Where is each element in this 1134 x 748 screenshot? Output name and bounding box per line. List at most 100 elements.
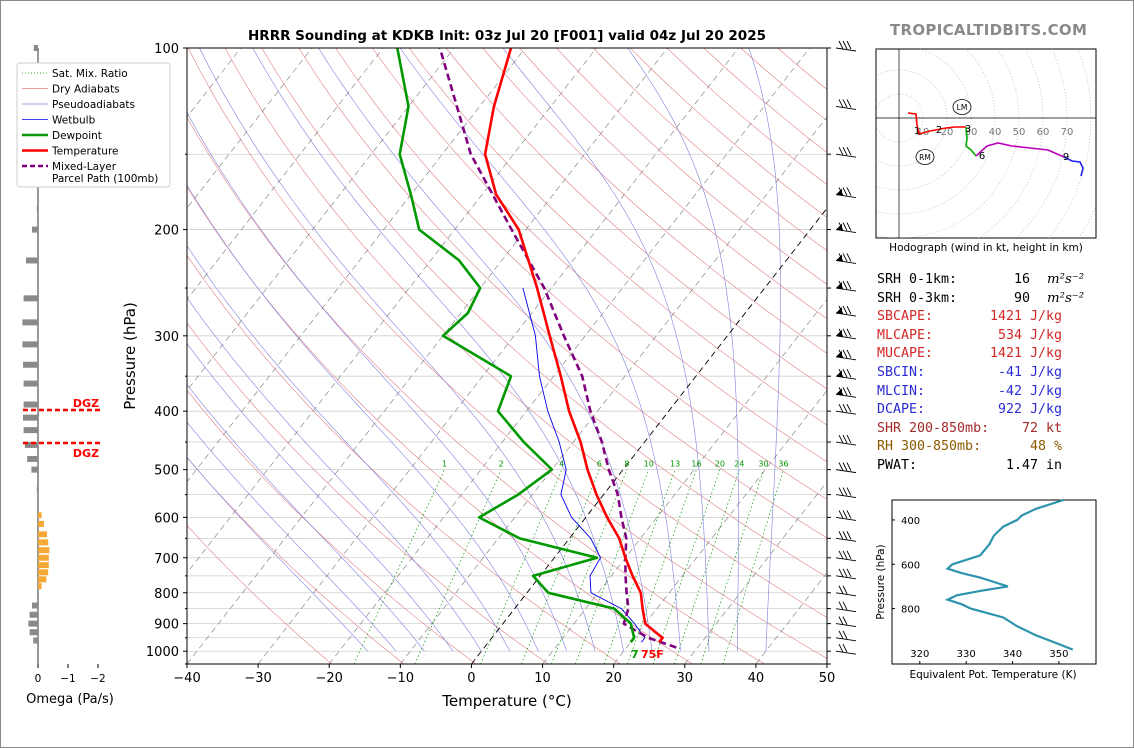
hodograph-trace <box>1063 156 1084 177</box>
omega-bar <box>27 455 38 462</box>
y-tick-label: 400 <box>154 405 179 420</box>
omega-bar <box>29 629 38 636</box>
barb-feather <box>838 99 844 108</box>
dry-adiabat <box>298 48 827 539</box>
mixing-ratio-line <box>652 469 721 664</box>
y-tick-label: 700 <box>154 552 179 567</box>
hodograph-caption: Hodograph (wind in kt, height in km) <box>889 242 1083 254</box>
omega-bar <box>36 486 38 493</box>
barb-feather <box>846 568 852 578</box>
hodograph-ring-label: 50 <box>1013 127 1026 138</box>
x-tick-label: 0 <box>467 671 475 686</box>
index-row: MLCAPE: 534 J/kg <box>877 327 1092 346</box>
wetbulb-line <box>522 287 646 643</box>
index-label: MLCIN: <box>877 383 926 399</box>
index-row: MUCAPE: 1421 J/kg <box>877 345 1092 364</box>
mixing-ratio-line <box>414 469 502 664</box>
barb-feather <box>846 305 852 315</box>
y-tick-label: 800 <box>154 587 179 602</box>
wind-barb <box>835 487 857 499</box>
moist-adiabat <box>187 343 454 652</box>
skewt-axes-box <box>186 47 828 665</box>
mixing-ratio-line <box>574 469 650 664</box>
index-label: SBCAPE: <box>877 309 934 325</box>
barb-feather <box>838 616 844 625</box>
mixing-ratio-line <box>480 469 563 664</box>
wind-barb <box>835 462 857 474</box>
y-tick-label: 100 <box>154 42 179 57</box>
legend: Sat. Mix. Ratio Dry Adiabats Pseudoadiabat… <box>16 62 171 188</box>
index-label: SRH 0-3km: <box>877 290 958 306</box>
barb-feather <box>846 510 852 519</box>
barb-feather <box>838 349 844 358</box>
barb-feather <box>842 222 848 231</box>
barb-feather <box>842 40 848 50</box>
barb-feather <box>838 222 844 231</box>
mixing-ratio-label: 8 <box>624 460 629 469</box>
wind-barb <box>835 222 857 234</box>
barb-shaft <box>835 637 857 642</box>
omega-bar <box>36 206 38 213</box>
barb-feather <box>838 531 844 540</box>
dry-adiabat <box>187 48 827 659</box>
barb-feather <box>838 568 844 578</box>
skewt-background: 1 2 4 6 8 10 13 16 20 24 30 36 <box>187 48 827 664</box>
barb-shaft <box>835 537 857 542</box>
omega-bar <box>38 554 49 561</box>
omega-bar <box>32 226 38 233</box>
index-label: DCAPE: <box>877 402 926 418</box>
barb-shaft <box>835 106 857 110</box>
legend-label: Temperature <box>51 146 119 158</box>
y-tick-label: 300 <box>154 330 179 345</box>
barb-feather <box>838 403 844 413</box>
wind-barb <box>835 616 857 628</box>
index-label: MLCAPE: <box>877 327 934 343</box>
moist-adiabat <box>187 384 425 652</box>
barb-feather <box>846 368 852 378</box>
wind-barb <box>835 434 857 446</box>
moist-adiabat <box>187 297 482 652</box>
omega-bar <box>33 45 38 51</box>
barb-shaft <box>835 410 857 415</box>
isotherm <box>613 390 827 664</box>
barb-shaft <box>835 575 857 580</box>
moist-adiabat <box>187 111 567 652</box>
skewt-ticks: −40 −30 −20 −10 0 10 20 30 40 50 100 200 300 400 500 60… <box>146 42 835 686</box>
omega-bar <box>38 583 42 590</box>
index-value: 1421 J/kg <box>989 346 1062 362</box>
barb-feather <box>846 253 852 262</box>
omega-bar <box>23 414 38 421</box>
dry-adiabat <box>372 48 827 463</box>
skewt-xlabel: Temperature (°C) <box>441 692 571 710</box>
wind-barb <box>835 99 857 110</box>
isotherm <box>684 481 827 664</box>
wind-barb <box>835 403 857 415</box>
wind-barbs <box>835 40 857 655</box>
barb-feather <box>842 349 848 358</box>
wind-barb <box>835 280 857 292</box>
hodograph-marker <box>915 149 935 165</box>
index-row: MLCIN: -42 J/kg <box>877 383 1092 402</box>
wind-barb <box>835 601 857 613</box>
barb-feather <box>838 147 844 156</box>
barb-feather <box>838 585 844 594</box>
omega-tick-label: −2 <box>90 673 105 685</box>
dry-adiabat <box>187 116 765 664</box>
omega-bar <box>23 401 38 408</box>
barb-shaft <box>835 557 857 562</box>
isotherm <box>400 116 827 664</box>
skewt-profiles <box>396 48 677 649</box>
moist-adiabat <box>399 48 681 652</box>
mixing-ratio-label: 36 <box>778 460 788 469</box>
x-tick-label: 10 <box>534 671 551 686</box>
dewpoint-line <box>396 48 636 643</box>
omega-bar <box>22 341 38 348</box>
mixing-ratio-line <box>700 469 764 664</box>
index-row: RH 300-850mb: 48 % <box>877 438 1092 457</box>
index-label: SBCIN: <box>877 364 926 380</box>
isotherm <box>471 207 827 664</box>
barb-feather <box>846 462 852 471</box>
barb-feather <box>846 222 852 231</box>
barb-shaft <box>835 650 857 655</box>
x-tick-label: 30 <box>677 671 694 686</box>
